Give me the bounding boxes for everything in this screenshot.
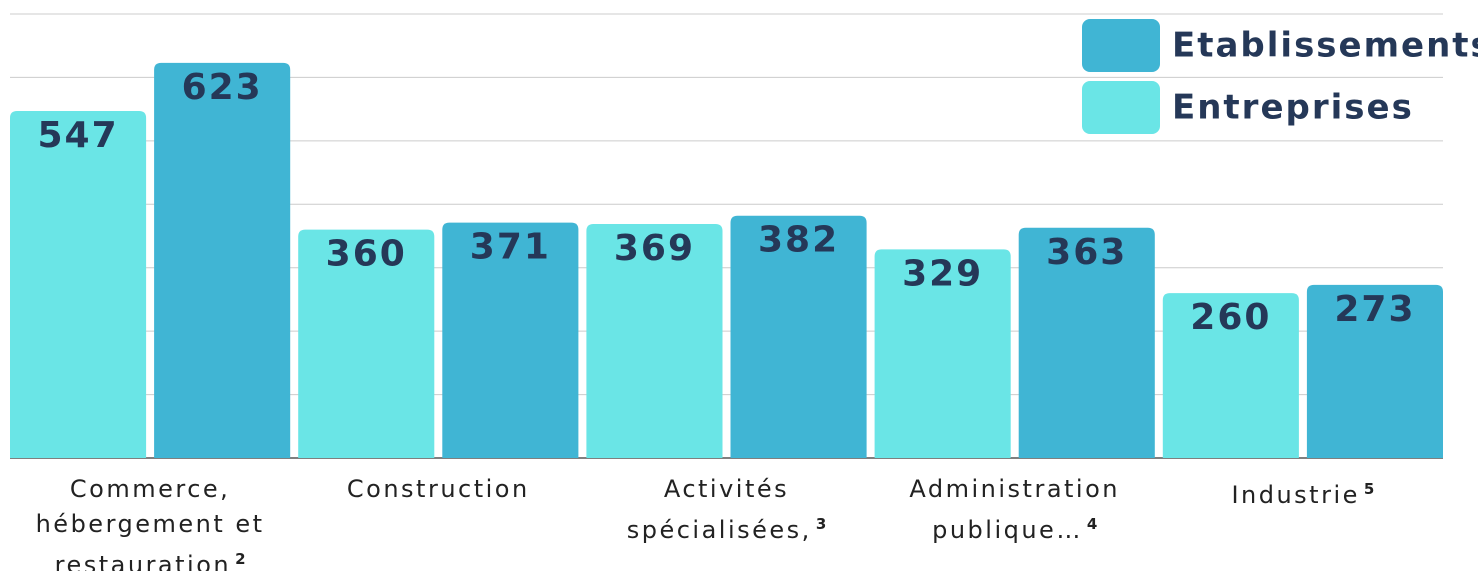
- value-label: 382: [758, 220, 839, 261]
- value-label: 369: [614, 228, 695, 269]
- bar: [442, 222, 579, 458]
- bar: [154, 62, 291, 459]
- bar: [1162, 293, 1299, 458]
- legend-label: Entreprises: [1172, 88, 1414, 128]
- bar: [1018, 227, 1155, 458]
- category-text: Construction: [346, 475, 530, 503]
- x-tick-label: Administration publique… 4: [875, 472, 1155, 548]
- footnote: 4: [1086, 515, 1098, 533]
- bar: [586, 223, 723, 458]
- footnote: 5: [1363, 480, 1375, 498]
- legend-label: Etablissements: [1172, 26, 1478, 66]
- bar: [298, 229, 435, 458]
- value-label: 260: [1190, 297, 1271, 338]
- x-tick-label: Commerce, hébergement et restauration 2: [10, 472, 290, 571]
- category-text: Administration publique…: [909, 475, 1120, 544]
- bar: [10, 111, 147, 458]
- value-label: 547: [37, 115, 118, 156]
- bar: [874, 249, 1011, 458]
- legend-swatch: [1082, 81, 1160, 134]
- legend-swatch: [1082, 19, 1160, 72]
- footnote: 3: [815, 515, 827, 533]
- value-label: 329: [902, 253, 983, 294]
- footnote: 2: [235, 550, 246, 568]
- category-text: Activités spécialisées,: [626, 475, 812, 544]
- category-text: Industrie: [1231, 481, 1360, 509]
- x-tick-label: Activités spécialisées, 3: [587, 472, 867, 548]
- bar: [1306, 284, 1443, 458]
- value-label: 363: [1046, 232, 1127, 273]
- value-label: 360: [326, 234, 407, 275]
- x-tick-label: Construction: [298, 472, 578, 507]
- category-text: Commerce, hébergement et restauration: [35, 475, 265, 571]
- value-label: 623: [182, 67, 263, 108]
- value-label: 371: [470, 227, 551, 268]
- x-tick-label: Industrie 5: [1163, 472, 1443, 513]
- value-label: 273: [1334, 289, 1415, 330]
- bar: [730, 215, 867, 458]
